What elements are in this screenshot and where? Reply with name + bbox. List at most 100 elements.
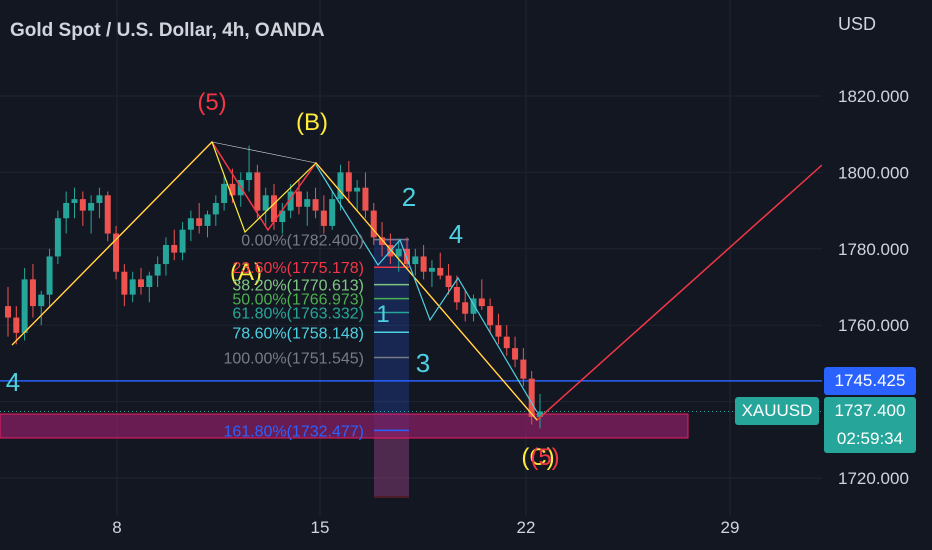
candle-body bbox=[478, 298, 485, 307]
candle-body bbox=[404, 248, 410, 265]
wave-label: (A) bbox=[230, 259, 262, 286]
fib-column bbox=[374, 238, 409, 496]
candle-body bbox=[96, 195, 103, 203]
fib-label: 78.60%(1758.148) bbox=[232, 325, 364, 342]
grid-lines bbox=[0, 0, 822, 520]
wave-label: 1 bbox=[376, 301, 389, 328]
candle-body bbox=[29, 279, 36, 307]
candle-body bbox=[329, 199, 336, 226]
candle-body bbox=[412, 256, 419, 265]
candle-body bbox=[462, 302, 469, 314]
candle-body bbox=[420, 256, 427, 272]
candle-body bbox=[304, 199, 311, 207]
candle-body bbox=[146, 275, 153, 287]
time-tick-label: 29 bbox=[721, 518, 740, 537]
candle-body bbox=[528, 378, 535, 417]
candle-body bbox=[320, 210, 327, 226]
candle-body bbox=[337, 172, 344, 200]
time-tick-label: 8 bbox=[112, 518, 121, 537]
candle-body bbox=[437, 267, 444, 276]
level-price-tag: 1745.425 bbox=[824, 367, 916, 395]
fib-label: 23.60%(1775.178) bbox=[232, 260, 364, 277]
candle-body bbox=[71, 199, 78, 203]
candle-body bbox=[495, 325, 502, 337]
price-zones bbox=[0, 238, 822, 498]
candle-body bbox=[354, 187, 361, 192]
candle-body bbox=[395, 248, 402, 257]
candle-body bbox=[295, 191, 302, 207]
candle-body bbox=[104, 195, 111, 234]
last-price-tag: 1737.400 bbox=[824, 397, 916, 425]
candle-body bbox=[171, 244, 178, 253]
candle-body bbox=[221, 183, 228, 203]
wave-label: 4 bbox=[449, 219, 463, 249]
candle-body bbox=[487, 306, 494, 326]
candle-body bbox=[503, 336, 510, 349]
wave-line-cyan bbox=[315, 164, 538, 413]
price-tick-label: 1800.000 bbox=[838, 163, 909, 182]
candle-body bbox=[246, 172, 253, 181]
fib-label: 50.00%(1766.973) bbox=[232, 292, 364, 309]
chart-title: Gold Spot / U.S. Dollar, 4h, OANDA bbox=[10, 20, 325, 41]
candle-body bbox=[271, 195, 277, 223]
candle-body bbox=[204, 214, 211, 226]
wave-label: 4 bbox=[6, 367, 20, 397]
wave-label: (C) bbox=[521, 444, 554, 471]
candle-body bbox=[279, 210, 286, 223]
candle-body bbox=[79, 199, 86, 211]
candlestick-series bbox=[5, 145, 543, 429]
price-tick-label: 1820.000 bbox=[838, 87, 909, 106]
candle-body bbox=[428, 267, 435, 272]
candle-body bbox=[179, 229, 186, 253]
candle-body bbox=[162, 244, 169, 265]
support-zone bbox=[0, 413, 689, 439]
candle-body bbox=[445, 275, 452, 287]
candle-body bbox=[520, 359, 527, 379]
candle-body bbox=[129, 279, 136, 295]
wave-patterns bbox=[11, 140, 823, 422]
candle-body bbox=[370, 210, 377, 238]
candle-body bbox=[345, 172, 352, 192]
fib-column-extension bbox=[374, 430, 409, 498]
candle-body bbox=[88, 202, 95, 211]
candle-body bbox=[362, 187, 369, 211]
candle-body bbox=[262, 195, 269, 211]
candle-body bbox=[512, 348, 519, 360]
wave-label: (5) bbox=[197, 89, 226, 116]
candle-body bbox=[154, 264, 161, 276]
wave-line-top bbox=[211, 141, 317, 164]
candle-body bbox=[196, 218, 203, 226]
time-tick-label: 15 bbox=[311, 518, 330, 537]
candle-body bbox=[54, 218, 61, 257]
fib-label: 61.80%(1763.332) bbox=[232, 305, 364, 322]
candle-body bbox=[287, 191, 294, 211]
candle-body bbox=[379, 237, 386, 245]
candle-body bbox=[254, 172, 261, 211]
candle-body bbox=[38, 294, 45, 307]
wave-label: (5) bbox=[530, 444, 559, 471]
candle-body bbox=[537, 411, 543, 417]
currency-label: USD bbox=[838, 14, 877, 34]
symbol-tag[interactable]: XAUUSD bbox=[735, 397, 819, 425]
wave-label: (B) bbox=[296, 109, 328, 136]
fib-label: 38.20%(1770.613) bbox=[232, 278, 364, 295]
fib-label: 161.80%(1732.477) bbox=[223, 423, 364, 440]
candle-body bbox=[46, 256, 53, 295]
wave-label: 2 bbox=[402, 182, 416, 212]
fib-label: 100.00%(1751.545) bbox=[223, 350, 364, 367]
price-tick-label: 1780.000 bbox=[838, 240, 909, 259]
candle-body bbox=[453, 287, 460, 303]
price-tick-label: 1720.000 bbox=[838, 469, 909, 488]
wave-labels: (5)(B)(A)24134(C)(5)0.00%(1782.400)23.60… bbox=[6, 89, 560, 471]
candle-body bbox=[13, 317, 20, 333]
wave-line-yellow bbox=[11, 140, 538, 421]
candle-body bbox=[229, 183, 236, 196]
candle-body bbox=[212, 202, 219, 215]
time-axis-bg bbox=[0, 516, 932, 550]
time-tick-label: 22 bbox=[517, 518, 536, 537]
candle-body bbox=[187, 218, 194, 230]
candle-body bbox=[113, 233, 120, 272]
fib-label: 0.00%(1782.400) bbox=[241, 233, 364, 250]
